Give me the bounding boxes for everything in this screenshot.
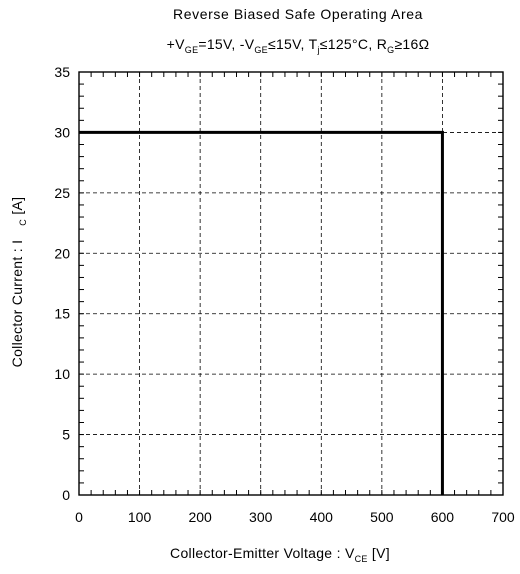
y-tick-label: 0: [62, 487, 70, 503]
chart-title: Reverse Biased Safe Operating Area: [173, 6, 423, 22]
subtitle-sub-1: GE: [185, 45, 199, 55]
subtitle-sub-3: j: [316, 45, 319, 55]
y-tick-label: 30: [54, 124, 70, 140]
x-axis-label-unit: [V]: [368, 545, 390, 561]
x-tick-label: 100: [128, 509, 152, 525]
x-axis-label-main: Collector-Emitter Voltage : V: [170, 545, 355, 561]
x-tick-label: 600: [431, 509, 455, 525]
plot-frame: [78, 71, 504, 496]
subtitle-part-3: ≤15V, T: [268, 36, 318, 52]
series-group: [79, 130, 444, 495]
subtitle-part-1: +V: [167, 36, 185, 52]
x-tick-label: 700: [491, 509, 515, 525]
x-tick-label: 0: [75, 509, 83, 525]
y-axis-label: Collector Current : I C [A]: [9, 197, 28, 368]
y-tick-label: 20: [54, 245, 70, 261]
y-tick-label: 5: [62, 427, 70, 443]
rbsoa-boundary-line: [79, 130, 444, 495]
y-axis-label-main: Collector Current : I: [9, 240, 25, 368]
chart-subtitle: +VGE=15V, -VGE≤15V, Tj≤125°C, RG≥16Ω: [167, 36, 430, 55]
x-tick-label: 200: [188, 509, 212, 525]
y-tick-label: 35: [54, 64, 70, 80]
grid-lines: [79, 72, 503, 495]
subtitle-part-2: =15V, -V: [198, 36, 254, 52]
x-tick-label: 400: [310, 509, 334, 525]
y-tick-label: 10: [54, 366, 70, 382]
y-axis-label-unit: [A]: [9, 197, 25, 219]
x-tick-labels: 0 100 200 300 400 500 600 700: [75, 509, 515, 525]
y-axis-label-sub: C: [18, 219, 28, 226]
y-tick-label: 25: [54, 185, 70, 201]
subtitle-sub-4: G: [387, 45, 394, 55]
subtitle-part-4: ≤125°C, R: [320, 36, 387, 52]
x-tick-label: 300: [249, 509, 273, 525]
subtitle-sub-2: GE: [254, 45, 268, 55]
y-tick-labels: 0 5 10 15 20 25 30 35: [54, 64, 70, 503]
x-axis-label: Collector-Emitter Voltage : VCE [V]: [170, 545, 390, 564]
x-axis-label-sub: CE: [355, 554, 368, 564]
y-tick-label: 15: [54, 306, 70, 322]
tick-marks: [78, 71, 504, 496]
subtitle-part-5: ≥16Ω: [394, 36, 429, 52]
x-tick-label: 500: [370, 509, 394, 525]
